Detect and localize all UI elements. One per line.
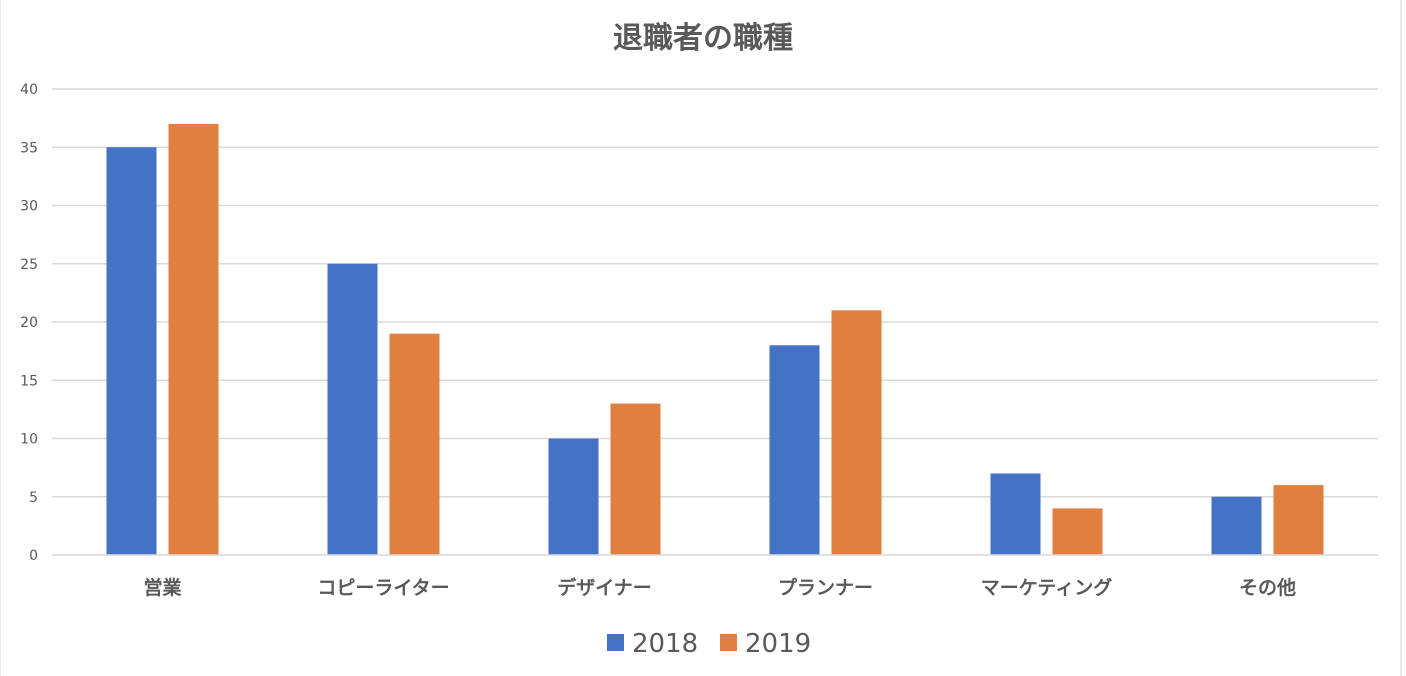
bar-2018-5[interactable] <box>1211 496 1262 555</box>
x-tick-label: プランナー <box>778 576 873 599</box>
bar-2019-2[interactable] <box>610 403 661 555</box>
bar-2019-3[interactable] <box>831 310 882 555</box>
x-tick-label: マーケティング <box>981 576 1112 599</box>
legend-label: 2019 <box>745 629 811 659</box>
y-tick-label: 5 <box>29 490 38 506</box>
x-tick-label: その他 <box>1239 576 1296 599</box>
bars <box>106 123 1324 556</box>
y-axis-ticks: 0 5 10 15 20 25 30 35 40 <box>20 82 38 564</box>
bar-2018-0[interactable] <box>106 147 157 555</box>
chart-title: 退職者の職種 <box>613 21 793 56</box>
bar-2019-1[interactable] <box>389 333 440 555</box>
y-tick-label: 40 <box>20 82 38 98</box>
legend-item-2019[interactable]: 2019 <box>720 629 811 659</box>
y-tick-label: 15 <box>20 373 38 389</box>
bar-2018-3[interactable] <box>769 345 820 555</box>
legend[interactable]: 2018 2019 <box>607 629 811 659</box>
y-tick-label: 0 <box>29 548 38 564</box>
x-tick-label: デザイナー <box>557 576 652 599</box>
bar-2018-2[interactable] <box>548 438 599 556</box>
bar-2018-1[interactable] <box>327 263 378 555</box>
legend-label: 2018 <box>632 629 698 659</box>
gridlines <box>52 88 1378 498</box>
y-tick-label: 25 <box>20 257 38 273</box>
bar-2019-4[interactable] <box>1052 508 1103 555</box>
y-tick-label: 35 <box>20 140 38 156</box>
bar-2019-5[interactable] <box>1273 485 1324 555</box>
bar-2018-4[interactable] <box>990 473 1041 555</box>
legend-item-2018[interactable]: 2018 <box>607 629 698 659</box>
x-tick-label: コピーライター <box>317 577 449 599</box>
legend-swatch <box>607 634 624 651</box>
y-tick-label: 30 <box>20 199 38 215</box>
y-tick-label: 10 <box>20 432 38 448</box>
x-tick-label: 営業 <box>143 576 182 599</box>
x-axis-ticks: 営業 コピーライター デザイナー プランナー マーケティング その他 <box>143 576 1296 599</box>
legend-swatch <box>720 634 737 651</box>
bar-2019-0[interactable] <box>168 123 219 555</box>
y-tick-label: 20 <box>20 315 38 331</box>
